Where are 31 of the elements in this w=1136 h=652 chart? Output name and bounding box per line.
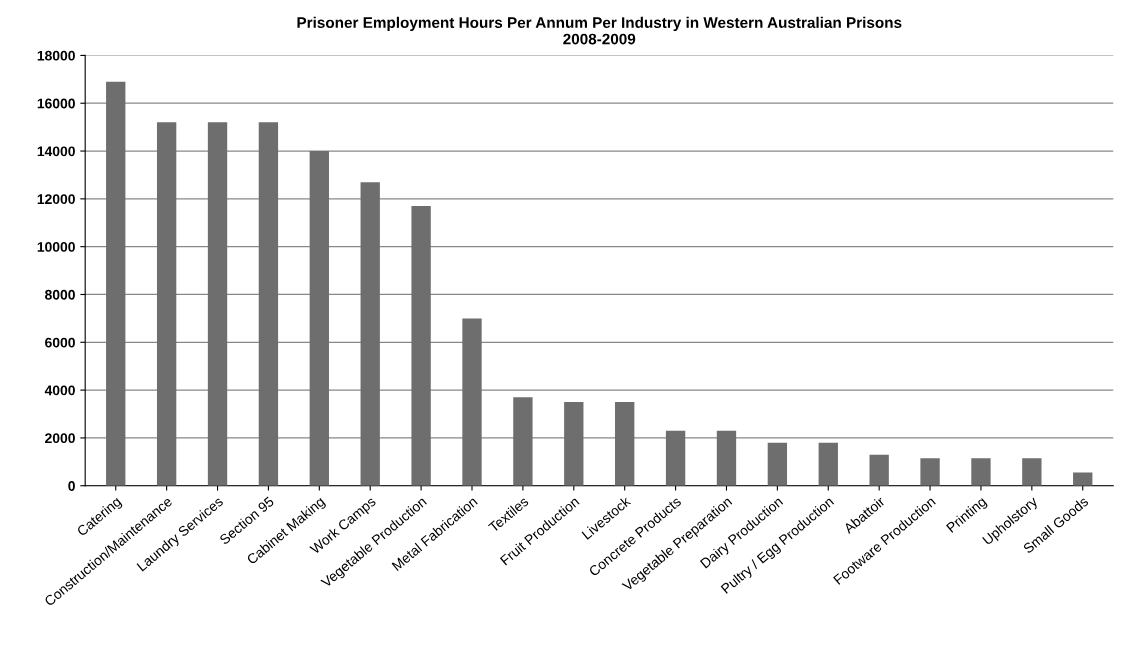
y-tick-label: 0 [68,481,75,491]
bar [156,122,177,486]
bar [767,442,788,486]
bar [309,151,329,486]
y-tick-label: 12000 [37,194,75,205]
bar [207,122,228,486]
bar [106,81,126,486]
y-tick-label: 18000 [37,50,75,61]
bar [564,402,584,486]
y-tick-label: 6000 [45,337,75,348]
y-tick-label: 4000 [44,385,75,396]
y-tick-label: 14000 [37,146,75,157]
bar [716,430,737,486]
y-tick-label: 10000 [37,242,75,252]
bar [411,206,431,486]
bar [818,442,838,486]
y-tick-label: 2000 [45,433,75,444]
y-tick-label: 16000 [37,98,75,109]
bar [513,397,533,486]
bar [869,454,889,486]
bar [1073,472,1093,486]
y-tick-label: 8000 [45,289,75,300]
chart-title: Prisoner Employment Hours Per Annum Per Industry in Western Australian Prisons 2008-2009 [297,16,902,45]
bar [360,182,380,486]
bar [920,458,940,486]
bar [615,402,635,486]
bar [1022,458,1042,486]
bar [971,458,991,486]
bar [462,318,482,486]
bar [665,430,686,486]
bar [258,122,279,486]
